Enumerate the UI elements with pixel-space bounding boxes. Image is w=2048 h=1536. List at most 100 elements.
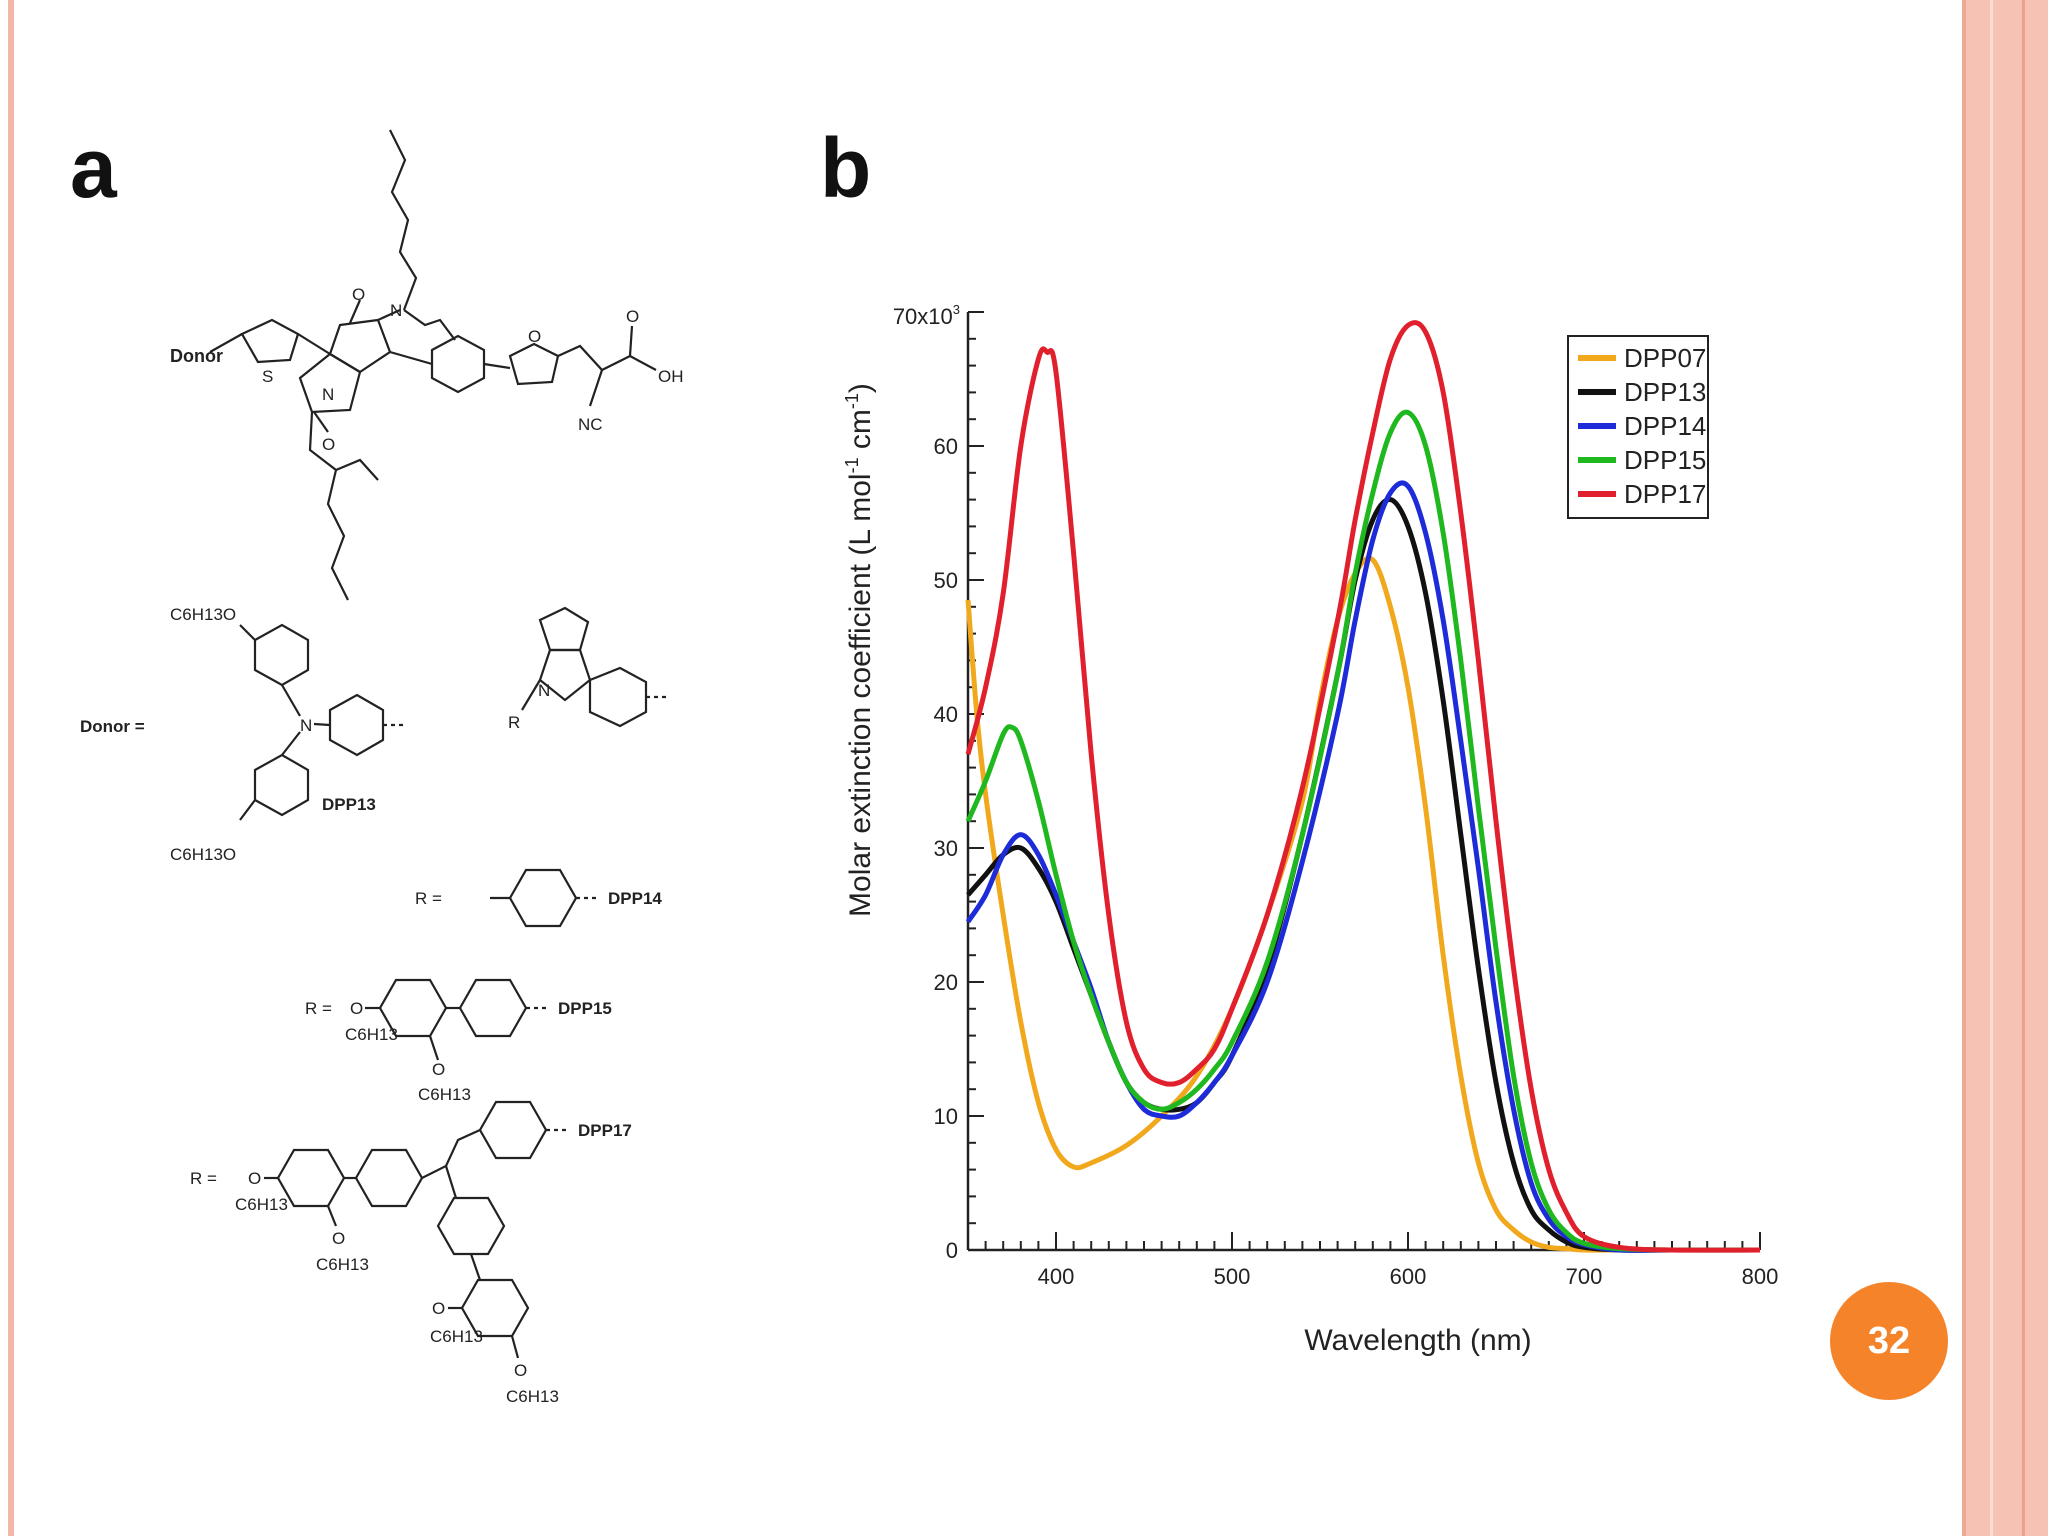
y-axis-label: Molar extinction coefficient (L mol-1 cm… (842, 383, 877, 917)
c6h13-dpp17-d: C6H13 (506, 1387, 559, 1406)
dpp-core-structure (209, 129, 657, 601)
slide-border-line (1990, 0, 1993, 1536)
r-eq-dpp15: R = (305, 999, 332, 1018)
atom-nc: NC (578, 415, 603, 434)
atom-o-dpp17-d: O (514, 1361, 527, 1380)
atom-r: R (508, 713, 520, 732)
atom-oh: OH (658, 367, 684, 386)
donor-bond (209, 333, 243, 353)
legend-label: DPP14 (1624, 411, 1706, 441)
y-tick-label: 50 (934, 568, 958, 593)
r-eq-dpp17: R = (190, 1169, 217, 1188)
legend: DPP07 DPP13 DPP14 DPP15 DPP17 (1567, 335, 1709, 519)
atom-o-dpp17-c: O (432, 1299, 445, 1318)
slide-border-right (1962, 0, 2048, 1536)
y-axis-label-part: ) (844, 383, 877, 393)
y-tick-label: 60 (934, 434, 958, 459)
n-bond-right (313, 722, 331, 727)
series-line-dpp14 (965, 480, 1760, 1253)
panel-label-a: a (70, 121, 117, 215)
series-line-dpp17 (965, 320, 1761, 1253)
legend-label: DPP07 (1624, 343, 1706, 373)
series-line-dpp15 (965, 409, 1761, 1253)
chemical-structures-diagram: Donor O O N N S O O OH NC Donor = C6H13O… (80, 129, 684, 1406)
y-tick-label: 10 (934, 1104, 958, 1129)
n-r-bond (521, 679, 541, 711)
phenyl-link (389, 350, 433, 366)
y-tick-label: 20 (934, 970, 958, 995)
cyclopentane-ring (538, 606, 590, 652)
x-tick-label: 400 (1038, 1264, 1075, 1289)
atom-s: S (262, 367, 273, 386)
r-group-dpp15 (365, 978, 550, 1061)
atom-o-dpp17-b: O (332, 1229, 345, 1248)
ethyl-branch-bottom (335, 458, 379, 481)
ring4-dpp17 (436, 1196, 506, 1256)
y-axis-label-part: cm (844, 409, 877, 457)
x-tick-label: 600 (1390, 1264, 1427, 1289)
y-multiplier-label: 70x103 (893, 302, 960, 329)
benzo-ring (588, 666, 648, 728)
c6h13-dpp17-c: C6H13 (430, 1327, 483, 1346)
series-line-dpp07 (965, 555, 1760, 1253)
pyrrolinone-ring-bottom (298, 352, 362, 414)
carbonyl-bottom (313, 411, 329, 433)
aryl-ring-right (328, 693, 385, 757)
c6h13-dpp15-b: C6H13 (418, 1085, 471, 1104)
y-tick-label: 40 (934, 702, 958, 727)
x-axis-label: Wavelength (nm) (1304, 1324, 1531, 1357)
r-group-dpp17 (264, 1100, 570, 1359)
x-tick-label: 700 (1566, 1264, 1603, 1289)
alkoxy-bond-dpp17-d (510, 1335, 520, 1359)
ethyl-branch-top (403, 309, 456, 341)
legend-label: DPP15 (1624, 445, 1706, 475)
panel-label-b: b (820, 121, 872, 215)
ring2-dpp15 (458, 978, 528, 1038)
atom-n-indoline: N (538, 681, 550, 700)
ring5-dpp17 (460, 1278, 530, 1338)
r-eq-dpp14: R = (415, 889, 442, 908)
c6h13-dpp17-b: C6H13 (316, 1255, 369, 1274)
x-tick-label: 800 (1742, 1264, 1779, 1289)
dpp13-label: DPP13 (322, 795, 376, 814)
branch-bond-dpp17 (444, 1165, 458, 1199)
dpp15-label: DPP15 (558, 999, 612, 1018)
furan-link (483, 362, 511, 370)
n-bond-lower (281, 731, 301, 756)
y-axis-label-sup: -1 (842, 457, 862, 473)
ring3-dpp17 (478, 1100, 548, 1160)
y-tick-label: 30 (934, 836, 958, 861)
atom-o-top: O (352, 285, 365, 304)
donor-eq-label: Donor = (80, 717, 145, 736)
dpp17-label: DPP17 (578, 1121, 632, 1140)
biaryl-bond-dpp17-b (469, 1253, 482, 1281)
alkyl-chain-bottom (308, 411, 349, 601)
ring2-dpp17 (354, 1148, 424, 1208)
thiophene-link (297, 333, 331, 355)
atom-n-top: N (390, 301, 402, 320)
series-line-dpp13 (966, 497, 1760, 1253)
aryl-ring-lower (253, 753, 310, 817)
c6h13-dpp15-a: C6H13 (345, 1025, 398, 1044)
alkoxy-bond-dpp17-b (326, 1205, 338, 1227)
x-tick-label: 500 (1214, 1264, 1251, 1289)
n-bond-upper (281, 684, 301, 717)
atom-n-bottom: N (322, 385, 334, 404)
hexyloxy-upper: C6H13O (170, 605, 236, 624)
page-number-badge: 32 (1830, 1282, 1948, 1400)
atom-o-dpp15-b: O (432, 1060, 445, 1079)
y-axis-label-part: Molar extinction coefficient (L mol (844, 473, 877, 917)
thiophene-ring (240, 318, 300, 364)
atom-o-dpp15-a: O (350, 999, 363, 1018)
y-axis-label-sup: -1 (842, 393, 862, 409)
alkoxy-bond-dpp15-b (428, 1035, 440, 1061)
hexyloxy-lower: C6H13O (170, 845, 236, 864)
atom-n-amine: N (300, 716, 312, 735)
y-tick-label: 0 (946, 1238, 958, 1263)
aryl-ring-upper (253, 623, 310, 687)
triarylamine-donor (239, 623, 405, 821)
phenyl-ring-dpp14 (508, 868, 578, 928)
legend-label: DPP17 (1624, 479, 1706, 509)
axis-ticks: 400 500 600 700 800 0 10 20 30 40 50 60 (934, 311, 1779, 1289)
indoline-donor (521, 606, 670, 728)
